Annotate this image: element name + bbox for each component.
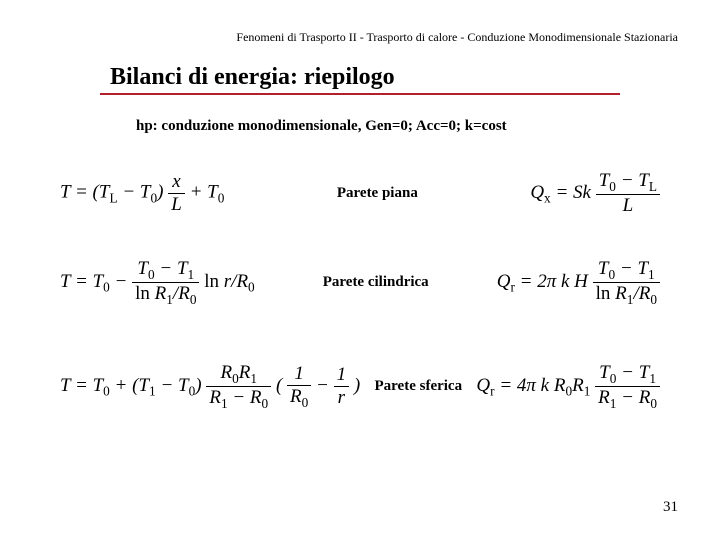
eq-Q-cyl: Qr = 2π k H T0 − T1ln R1/R0 [497,258,660,307]
eq-T-sph: T = T0 + (T1 − T0) R0R1R1 − R0 ( 1R0 − 1… [60,362,360,411]
row-cylindrical: T = T0 − T0 − T1ln R1/R0 ln r/R0 Parete … [60,258,660,307]
label-cyl: Parete cilindrica [315,274,437,291]
label-plane: Parete piana [329,185,426,202]
eq-Q-plane: Qx = Sk T0 − TLL [530,170,660,217]
row-spherical: T = T0 + (T1 − T0) R0R1R1 − R0 ( 1R0 − 1… [60,362,660,411]
eq-Q-sph: Qr = 4π k R0R1 T0 − T1R1 − R0 [476,362,660,411]
eq-T-plane: T = (TL − T0) xL + T0 [60,171,224,216]
slide-title: Bilanci di energia: riepilogo [110,64,395,90]
slide-title-bar: Bilanci di energia: riepilogo [100,60,620,95]
row-plane: T = (TL − T0) xL + T0 Parete piana Qx = … [60,170,660,217]
hypothesis-line: hp: conduzione monodimensionale, Gen=0; … [136,118,507,135]
label-sph: Parete sferica [367,378,471,395]
eq-T-cyl: T = T0 − T0 − T1ln R1/R0 ln r/R0 [60,258,255,307]
course-header: Fenomeni di Trasporto II - Trasporto di … [236,30,678,45]
page-number: 31 [663,499,678,516]
